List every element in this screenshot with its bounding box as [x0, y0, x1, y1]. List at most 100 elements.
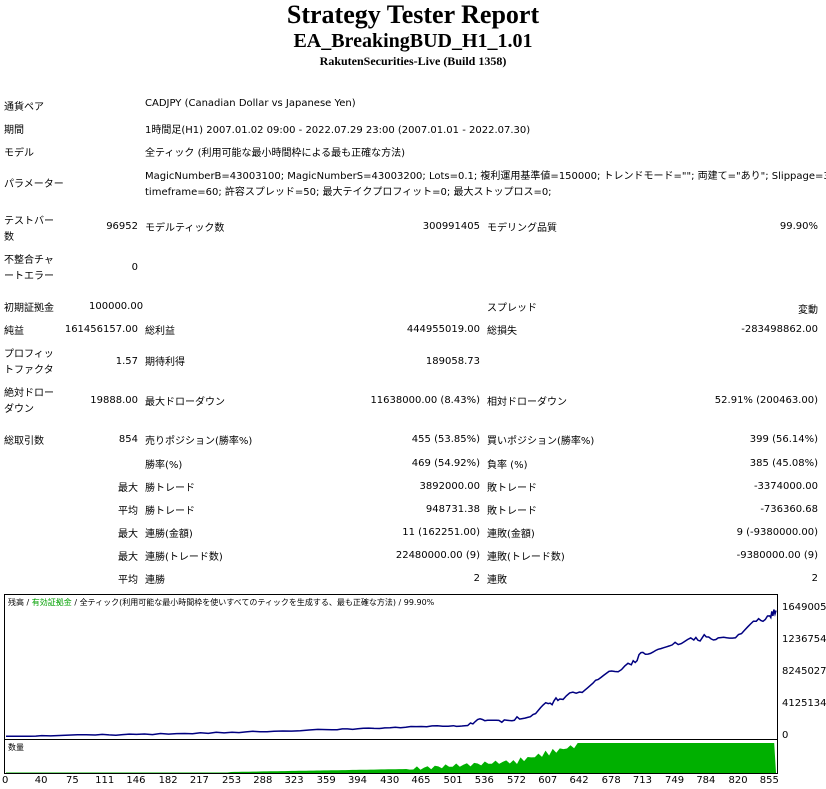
max-prefix-2: 最大	[118, 552, 138, 563]
avg-loss-value: -736360.68	[760, 504, 818, 515]
mismatch-value: 0	[131, 262, 138, 273]
x-tick-label: 642	[569, 775, 589, 786]
x-tick-label: 678	[601, 775, 621, 786]
bars-label-2: 数	[4, 232, 14, 243]
balance-chart-svg	[6, 609, 777, 737]
net-label: 純益	[4, 326, 24, 337]
max-prefix-1: 最大	[118, 529, 138, 540]
mismatch-label-1: 不整合チャ	[4, 255, 54, 266]
y-tick-label: 4125134	[782, 697, 826, 709]
short-label: 売りポジション(勝率%)	[145, 436, 253, 447]
largest-prefix: 最大	[118, 483, 138, 494]
legend-sep: /	[24, 598, 32, 607]
x-tick-label: 40	[34, 775, 48, 786]
abs-dd-value: 19888.00	[90, 395, 138, 406]
x-tick-label: 359	[316, 775, 336, 786]
consec-loss-amt-value: 9 (-9380000.00)	[736, 527, 818, 538]
x-tick-label: 182	[158, 775, 178, 786]
quality-value: 99.90%	[779, 221, 818, 232]
x-tick-label: 572	[506, 775, 527, 786]
report-title: Strategy Tester Report	[286, 0, 540, 29]
spread-label: スプレッド	[487, 303, 537, 314]
avg-consec-loss-value: 2	[811, 573, 818, 584]
model-label: モデル	[4, 148, 34, 159]
gross-loss-value: -283498862.00	[741, 324, 818, 335]
avg-consec-wins-label: 連勝	[145, 575, 165, 586]
average-prefix: 平均	[118, 506, 138, 517]
ticks-label: モデルティック数	[145, 223, 225, 234]
rel-dd-value: 52.91% (200463.00)	[714, 395, 818, 406]
pf-label-2: トファクタ	[4, 365, 54, 376]
x-tick-label: 607	[538, 775, 558, 786]
expert-name: EA_BreakingBUD_H1_1.01	[293, 30, 533, 52]
short-value: 455 (53.85%)	[411, 434, 480, 445]
params-line1: MagicNumberB=43003100; MagicNumberS=4300…	[145, 171, 826, 182]
net-value: 161456157.00	[64, 324, 138, 335]
bars-value: 96952	[106, 221, 138, 232]
win-rate-value: 469 (54.92%)	[411, 458, 480, 469]
model-value: 全ティック (利用可能な最小時間枠による最も正確な方法)	[145, 148, 406, 159]
x-tick-label: 784	[696, 775, 716, 786]
volume-chart-svg	[6, 743, 776, 773]
legend-quality: / 99.90%	[395, 598, 435, 607]
largest-win-label: 勝トレード	[145, 483, 195, 494]
avg-consec-loss-label: 連敗	[487, 575, 507, 586]
loss-rate-label: 負率 (%)	[487, 460, 528, 471]
long-label: 買いポジション(勝率%)	[487, 436, 595, 447]
server-build: RakutenSecurities-Live (Build 1358)	[319, 54, 507, 68]
y-tick-label: 12367540	[782, 634, 826, 645]
avg-prefix-2: 平均	[118, 575, 138, 586]
x-tick-label: 536	[474, 775, 494, 786]
x-tick-label: 217	[189, 775, 209, 786]
x-tick-label: 749	[665, 775, 685, 786]
period-label: 期間	[4, 125, 24, 136]
deposit-label: 初期証拠金	[4, 303, 54, 314]
largest-loss-value: -3374000.00	[753, 481, 818, 492]
x-tick-label: 713	[632, 775, 652, 786]
long-value: 399 (56.14%)	[749, 434, 818, 445]
x-tick-label: 146	[126, 775, 146, 786]
chart-legend: 残高 / 有効証拠金 / 全ティック(利用可能な最小時間枠を使いすべてのティック…	[8, 597, 434, 608]
abs-dd-label-2: ダウン	[4, 404, 34, 415]
pair-value: CADJPY (Canadian Dollar vs Japanese Yen)	[145, 98, 356, 109]
avg-win-label: 勝トレード	[145, 506, 195, 517]
max-dd-label: 最大ドローダウン	[145, 397, 225, 408]
consec-loss-trades-label: 連敗(トレード数)	[487, 552, 565, 563]
deposit-value: 100000.00	[89, 301, 144, 312]
consec-loss-amt-label: 連敗(金額)	[487, 529, 535, 540]
y-tick-label: 0	[782, 730, 789, 741]
x-tick-label: 394	[347, 775, 368, 786]
win-rate-label: 勝率(%)	[145, 460, 183, 471]
ticks-value: 300991405	[422, 221, 480, 232]
pf-value: 1.57	[115, 356, 138, 367]
x-tick-label: 323	[284, 775, 304, 786]
rel-dd-label: 相対ドローダウン	[487, 397, 567, 408]
volume-label: 数量	[8, 743, 24, 752]
legend-balance: 残高	[8, 598, 24, 607]
params-line2: timeframe=60; 許容スプレッド=50; 最大テイクプロフィット=0;…	[145, 187, 552, 198]
period-value: 1時間足(H1) 2007.01.02 09:00 - 2022.07.29 2…	[145, 125, 531, 136]
params-label: パラメーター	[4, 179, 64, 190]
volume-chart: 数量	[4, 740, 778, 774]
total-trades-value: 854	[118, 434, 138, 445]
avg-loss-label: 敗トレード	[487, 506, 537, 517]
avg-consec-wins-value: 2	[473, 573, 480, 584]
mismatch-label-2: ートエラー	[4, 271, 54, 282]
gross-loss-label: 総損失	[487, 326, 517, 337]
consec-loss-trades-value: -9380000.00 (9)	[736, 550, 818, 561]
gross-profit-value: 444955019.00	[406, 324, 480, 335]
expected-value: 189058.73	[425, 356, 480, 367]
pf-label-1: プロフィッ	[4, 349, 54, 360]
balance-series-line	[6, 609, 777, 737]
consec-wins-trades-label: 連勝(トレード数)	[145, 552, 223, 563]
loss-rate-value: 385 (45.08%)	[749, 458, 818, 469]
x-tick-label: 75	[65, 775, 79, 786]
max-dd-value: 11638000.00 (8.43%)	[370, 395, 480, 406]
total-trades-label: 総取引数	[4, 436, 44, 447]
x-tick-label: 253	[221, 775, 242, 786]
quality-label: モデリング品質	[487, 223, 557, 234]
expected-label: 期待利得	[145, 357, 185, 368]
consec-wins-amt-label: 連勝(金額)	[145, 529, 193, 540]
gross-profit-label: 総利益	[145, 326, 175, 337]
y-tick-label: 16490053	[782, 602, 826, 613]
